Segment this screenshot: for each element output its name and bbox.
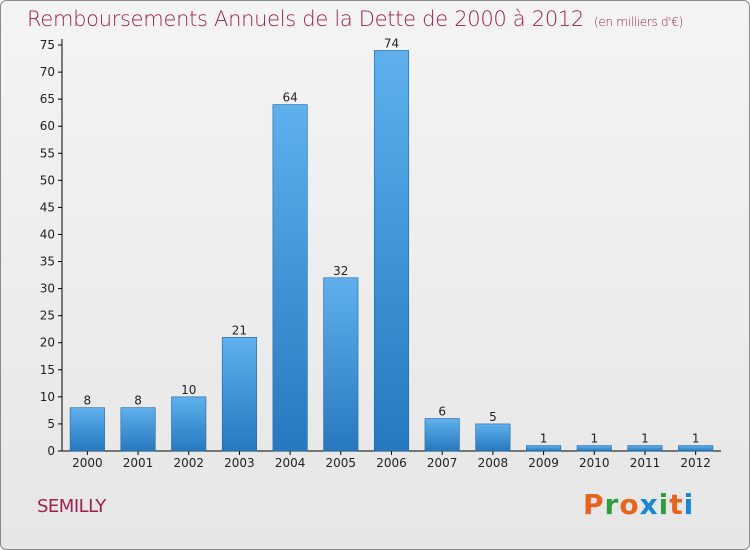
x-tick-label: 2010 — [579, 456, 610, 470]
y-tick-label: 20 — [40, 336, 55, 350]
bar-2001 — [120, 407, 156, 452]
y-tick-label: 75 — [40, 38, 55, 52]
y-tick-label: 70 — [40, 65, 55, 79]
y-tick-label: 65 — [40, 92, 55, 106]
y-tick-label: 35 — [40, 255, 55, 269]
chart-subtitle: (en milliers d'€) — [594, 15, 684, 29]
x-tick-label: 2006 — [376, 456, 407, 470]
bar-value-label: 1 — [641, 432, 649, 446]
y-tick-label: 60 — [40, 119, 55, 133]
bar-2011 — [627, 445, 663, 452]
y-tick-label: 10 — [40, 390, 55, 404]
y-tick-label: 5 — [47, 417, 55, 431]
proxiti-logo: Proxiti — [583, 488, 694, 521]
x-tick-label: 2009 — [528, 456, 559, 470]
bar-2010 — [576, 445, 612, 452]
bar-2012 — [678, 445, 714, 452]
y-tick-label: 55 — [40, 146, 55, 160]
bar-value-label: 32 — [333, 264, 348, 278]
chart-title: Remboursements Annuels de la Dette de 20… — [27, 7, 683, 31]
logo-letter: x — [639, 488, 659, 521]
y-tick-label: 40 — [40, 227, 55, 241]
bar-2005 — [323, 277, 359, 452]
y-tick-label: 50 — [40, 173, 55, 187]
bar-value-label: 10 — [181, 383, 196, 397]
x-tick-label: 2001 — [123, 456, 154, 470]
commune-name: SEMILLY — [37, 496, 106, 517]
y-tick-label: 15 — [40, 363, 55, 377]
bar-value-label: 64 — [282, 91, 297, 105]
logo-letter: P — [583, 488, 605, 521]
bar-value-label: 1 — [540, 432, 548, 446]
bar-value-label: 21 — [232, 323, 247, 337]
chart-title-text: Remboursements Annuels de la Dette de 20… — [27, 7, 584, 31]
bar-2007 — [424, 418, 460, 452]
logo-letter: i — [683, 488, 695, 521]
bar-value-label: 8 — [134, 394, 142, 408]
x-tick-label: 2007 — [427, 456, 458, 470]
bar-2003 — [221, 337, 257, 452]
logo-letter: i — [658, 488, 670, 521]
logo-letter: t — [669, 488, 684, 521]
chart-bars — [69, 50, 714, 452]
y-tick-label: 0 — [47, 444, 55, 458]
bar-value-label: 1 — [590, 432, 598, 446]
bar-2000 — [69, 407, 105, 452]
chart-labels: 0510152025303540455055606570758200082001… — [40, 36, 711, 470]
bar-value-label: 6 — [438, 405, 446, 419]
y-tick-label: 30 — [40, 282, 55, 296]
bar-2009 — [526, 445, 562, 452]
bar-2002 — [171, 396, 207, 452]
x-tick-label: 2004 — [275, 456, 306, 470]
bar-2004 — [272, 104, 308, 452]
bar-value-label: 8 — [84, 394, 92, 408]
x-tick-label: 2011 — [630, 456, 661, 470]
bar-value-label: 5 — [489, 410, 497, 424]
bar-2006 — [373, 50, 410, 452]
y-tick-label: 45 — [40, 200, 55, 214]
y-tick-label: 25 — [40, 309, 55, 323]
bar-value-label: 1 — [692, 432, 700, 446]
bar-value-label: 74 — [384, 36, 399, 50]
x-tick-label: 2000 — [72, 456, 103, 470]
logo-letter: o — [619, 488, 640, 521]
x-tick-label: 2012 — [680, 456, 711, 470]
x-tick-label: 2002 — [173, 456, 204, 470]
x-tick-label: 2003 — [224, 456, 255, 470]
x-tick-label: 2008 — [478, 456, 509, 470]
bar-2008 — [475, 423, 511, 452]
logo-letter: r — [604, 488, 620, 521]
x-tick-label: 2005 — [326, 456, 357, 470]
